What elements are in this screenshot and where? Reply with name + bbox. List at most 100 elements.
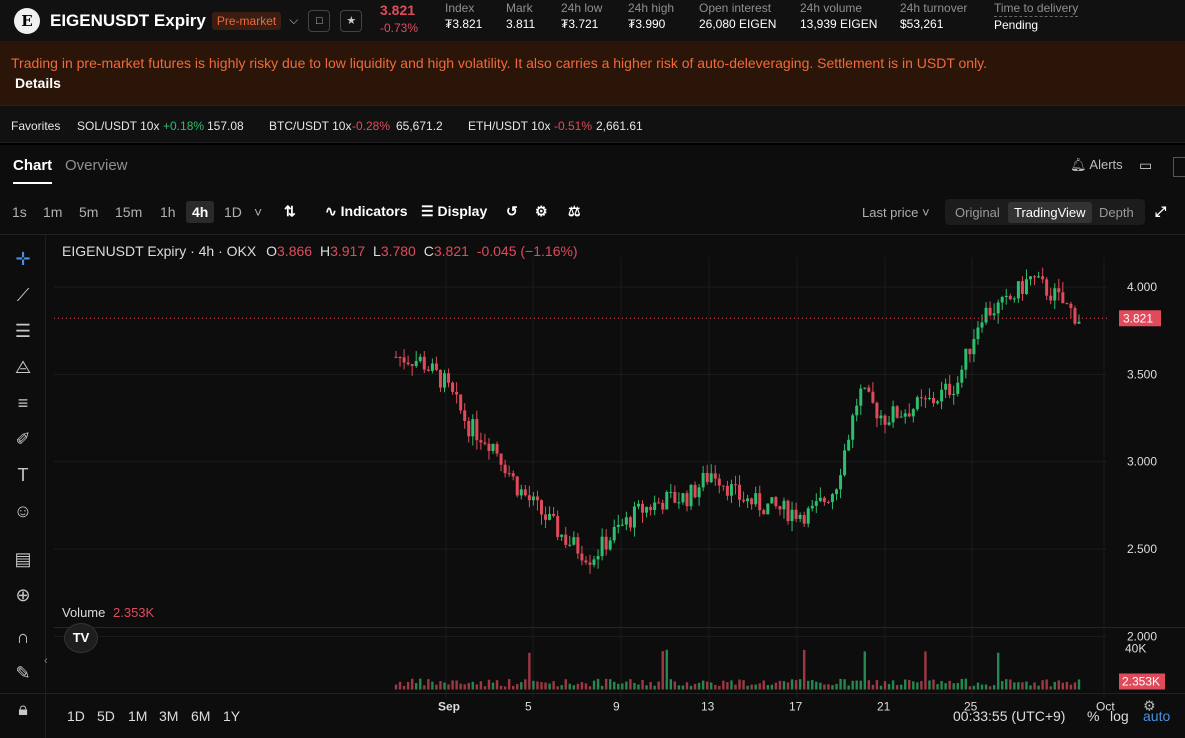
horizontal-lines-icon[interactable]: ☰ xyxy=(14,321,32,341)
volume-bar xyxy=(738,679,741,690)
magnet-icon[interactable]: ∩ xyxy=(16,627,30,647)
crosshair-icon[interactable]: ✛ xyxy=(15,249,31,269)
scale-icon[interactable]: ⚖ xyxy=(568,203,581,219)
range-1y[interactable]: 1Y xyxy=(223,708,241,724)
emoji-icon[interactable]: ☺ xyxy=(13,501,33,521)
volume-bar xyxy=(669,679,673,690)
chevron-down-icon[interactable]: ˅ xyxy=(254,204,263,220)
tab-overview[interactable]: Overview xyxy=(65,157,128,174)
volume-bar xyxy=(794,680,798,690)
candle-body xyxy=(794,509,798,519)
candle-body xyxy=(511,473,515,477)
tradingview-logo-icon[interactable]: TV xyxy=(64,623,98,653)
panel-collapse-icon[interactable] xyxy=(1173,157,1185,177)
top-header: E EIGENUSDT Expiry Pre-market ⌵ □ ★ xyxy=(0,0,1185,41)
mode-original[interactable]: Original xyxy=(955,205,1000,220)
volume-tick-label: 40K xyxy=(1125,642,1146,656)
x-tick-label: 9 xyxy=(613,700,620,714)
star-icon[interactable]: ★ xyxy=(340,9,363,32)
stat-label: Open interest xyxy=(699,1,772,15)
open-label: O xyxy=(266,243,278,259)
list-icon: ☰ xyxy=(421,203,434,219)
stat-value: ₮3.990 xyxy=(628,17,666,31)
timeframe-1s[interactable]: 1s xyxy=(12,204,27,220)
fib-icon[interactable]: ≡ xyxy=(17,393,29,413)
chevron-down-icon[interactable]: ⌵ xyxy=(289,13,299,27)
volume-bar xyxy=(394,684,398,690)
current-price-label: 3.821 xyxy=(1123,311,1153,325)
timeframe-1m[interactable]: 1m xyxy=(43,204,63,220)
volume-bar xyxy=(402,685,406,690)
zoom-in-icon[interactable]: ⊕ xyxy=(15,585,31,605)
range-1m[interactable]: 1M xyxy=(128,708,148,724)
price-chart[interactable]: 4.000 3.500 3.000 2.500 2.000 Sep 5 9 13 17 21 25 Oc… xyxy=(54,235,1185,738)
volume-bar xyxy=(1009,679,1012,690)
timeframe-5m[interactable]: 5m xyxy=(79,204,99,220)
stat-24h-low: 24h low ₮3.721 xyxy=(561,1,602,32)
volume-bar xyxy=(879,685,883,690)
stat-label: 24h high xyxy=(628,1,675,15)
clock[interactable]: 00:33:55 (UTC+9) xyxy=(953,708,1066,724)
trend-line-icon[interactable]: ⟋ xyxy=(16,285,30,305)
text-icon[interactable]: T xyxy=(17,465,29,485)
lock-icon[interactable]: 🔒︎ xyxy=(18,699,28,719)
volume-bar xyxy=(685,682,689,690)
brush-icon[interactable]: ✐ xyxy=(15,429,31,449)
display-button[interactable]: ☰ Display xyxy=(421,203,487,220)
volume-bar xyxy=(790,679,794,690)
candle-type-icon[interactable]: ⇅ xyxy=(284,203,296,219)
instrument-symbol[interactable]: EIGENUSDT Expiry xyxy=(50,10,206,30)
candle-body xyxy=(758,493,762,511)
favorites-label: Favorites xyxy=(11,119,61,133)
open-value: 3.866 xyxy=(277,243,313,259)
range-3m[interactable]: 3M xyxy=(159,708,179,724)
details-link[interactable]: Details xyxy=(15,75,61,91)
fullscreen-icon[interactable]: ⤢ xyxy=(1155,203,1167,219)
volume-bar xyxy=(568,683,571,690)
candle-body xyxy=(523,489,527,496)
layout-icon[interactable]: ▭ xyxy=(1139,157,1153,173)
log-toggle[interactable]: log xyxy=(1110,708,1129,724)
percent-toggle[interactable]: % xyxy=(1087,708,1100,724)
volume-legend: Volume 2.353K xyxy=(62,605,154,620)
candle-body xyxy=(479,440,483,443)
timeframe-15m[interactable]: 15m xyxy=(115,204,143,220)
volume-bar xyxy=(645,685,648,690)
x-tick-label: Sep xyxy=(438,700,460,714)
gear-icon[interactable]: ⚙ xyxy=(535,203,548,219)
volume-bar xyxy=(778,680,782,690)
candle-body xyxy=(814,501,818,506)
range-1d[interactable]: 1D xyxy=(67,708,85,724)
volume-bar xyxy=(734,684,737,690)
candle-body xyxy=(422,356,426,370)
price-type-select[interactable]: Last price ˅ xyxy=(862,205,930,220)
favorite-item-name[interactable]: SOL/USDT 10x xyxy=(77,119,160,133)
range-5d[interactable]: 5D xyxy=(97,708,115,724)
collapse-arrow-icon[interactable]: ‹ xyxy=(44,655,48,667)
indicators-button[interactable]: ∿ Indicators xyxy=(325,203,408,220)
pattern-icon[interactable]: ⨺ xyxy=(14,357,32,377)
range-6m[interactable]: 6M xyxy=(191,708,211,724)
lock-drawing-icon[interactable]: ✎ xyxy=(15,663,31,683)
alerts-button[interactable]: 🔔︎ Alerts xyxy=(1070,157,1123,173)
favorite-item-name[interactable]: ETH/USDT 10x xyxy=(468,119,551,133)
mode-depth[interactable]: Depth xyxy=(1099,205,1134,220)
auto-toggle[interactable]: auto xyxy=(1143,708,1171,724)
candle-body xyxy=(499,453,503,465)
low-label: L xyxy=(373,243,381,259)
volume-bar xyxy=(483,686,487,690)
favorite-item-name[interactable]: BTC/USDT 10x xyxy=(269,119,352,133)
replay-icon[interactable]: ↺ xyxy=(506,203,518,219)
timeframe-1d[interactable]: 1D xyxy=(224,204,242,220)
mode-tradingview[interactable]: TradingView xyxy=(1008,202,1092,223)
tab-chart[interactable]: Chart xyxy=(13,157,53,184)
ruler-icon[interactable]: ▤ xyxy=(14,549,32,569)
timeframe-1h[interactable]: 1h xyxy=(160,204,176,220)
book-icon[interactable]: □ xyxy=(308,9,331,32)
stat-label: Mark xyxy=(506,1,533,15)
candle-body xyxy=(936,401,940,404)
y-tick-label: 3.000 xyxy=(1127,455,1157,469)
volume-bar xyxy=(912,681,915,690)
volume-bar xyxy=(495,680,499,690)
timeframe-4h[interactable]: 4h xyxy=(186,201,215,223)
